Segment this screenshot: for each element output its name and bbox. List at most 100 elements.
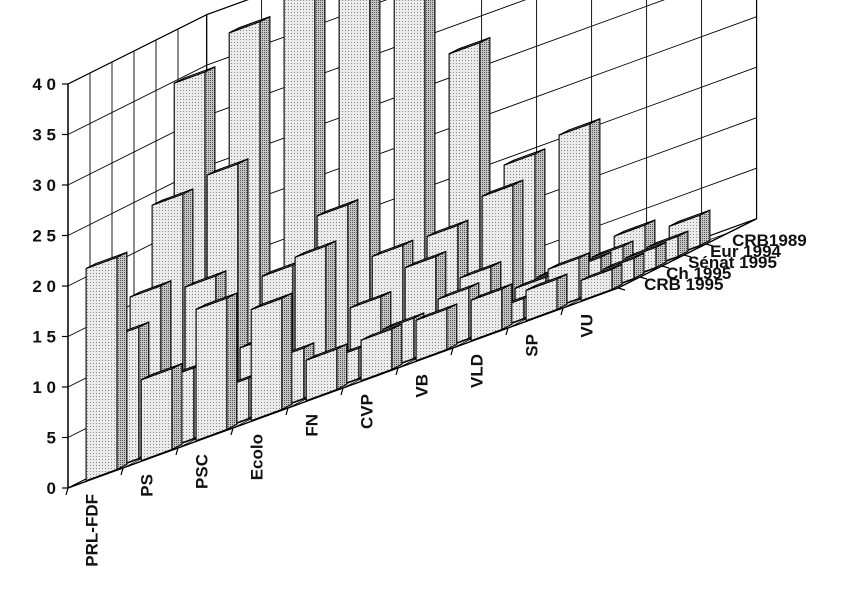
bar-top [624,241,667,259]
x-tick-label: FN [303,414,322,437]
bar-top [371,239,414,258]
bar-front [85,256,118,482]
y-tick-label: 0 [47,479,56,498]
bar-top [151,188,194,206]
x-tick-label: SP [523,334,542,357]
bar-top [382,312,425,330]
bar-top [129,280,172,298]
y-tick-label: 2 5 [32,227,56,246]
depth-tick [639,276,648,280]
axes [62,83,757,496]
x-tick-label: Ecolo [248,434,267,480]
x-tick-label: CVP [358,394,377,429]
bar-front [140,367,173,462]
x-tick [340,387,344,396]
bar [250,292,293,422]
bar-top [448,37,491,55]
series-label: Eur 1994 [710,242,781,261]
bar [195,292,238,442]
bar-front [250,297,283,422]
series-label: CRB 1995 [644,275,723,294]
depth-tick [617,287,626,291]
bar [668,209,711,258]
x-tick [285,407,289,416]
x-tick [175,447,179,456]
bar-side [281,292,293,411]
bar-top [294,240,337,258]
bar-top [580,263,623,281]
bar-side [501,283,513,331]
y-tick-label: 3 5 [32,126,56,145]
series-label: CRB1989 [732,231,807,250]
x-tick-label: PRL-FDF [83,494,102,567]
bar-top [459,261,502,279]
series-label: Sénat 1995 [688,253,777,272]
bar [85,251,128,482]
bar-top [437,282,480,300]
bar [525,273,568,322]
y-tick-label: 1 5 [32,328,56,347]
bar-top [184,270,227,288]
gridline-y [67,0,388,135]
bar-top [316,199,359,217]
x-tick [395,367,399,376]
depth-tick [661,265,670,269]
bar-top [668,209,711,227]
depth-tick [705,243,714,247]
bar-top [591,240,634,258]
bar-top [404,250,447,269]
bar [360,323,403,382]
bar [580,263,623,302]
bar-top [613,219,656,237]
bar-top [547,252,590,270]
x-tick-label: VB [413,374,432,398]
labels: 0 5 1 0 1 5 2 0 2 5 3 0 3 5 4 0 PRL-FDF PS PSC Ecolo… [32,75,806,567]
bar-side [171,362,183,451]
depth-axis-line [617,218,757,289]
bar-side [446,303,458,351]
bar-top [228,16,271,34]
bar-front [195,297,228,442]
series-label: Ch 1995 [666,264,731,283]
bar-top [426,219,469,238]
y-tick-label: 5 [47,429,56,448]
bar-top [173,66,216,84]
bar-side [226,292,238,431]
depth-tick [683,254,692,258]
bar-top [140,363,183,381]
y-tick-label: 3 0 [32,176,56,195]
bar-top [195,292,238,310]
x-tick [450,347,454,356]
x-tick [505,327,509,336]
bar-top [646,230,689,248]
x-tick [230,427,234,436]
bar-side [336,343,348,391]
bar-top [602,252,645,270]
bar [415,303,458,362]
bar-top [503,148,546,166]
bar [470,283,513,342]
bar-top [470,283,513,301]
bar-top [85,251,128,270]
y-tick-label: 1 0 [32,378,56,397]
x-tick [120,467,124,476]
y-tick-label: 2 0 [32,277,56,296]
bar-side [556,273,568,311]
x-tick-label: VU [578,314,597,338]
bar [305,343,348,402]
x-tick-label: PS [138,474,157,497]
bar-top [206,158,249,176]
bar-top [558,118,601,136]
y-tick-label: 4 0 [32,75,56,94]
bar-top [525,273,568,291]
bar-side [116,251,128,471]
bar-top [349,291,392,309]
bar-side [699,209,711,247]
bar-top [481,179,524,197]
x-tick-label: PSC [193,454,212,489]
bar-top [415,303,458,321]
bar-top [360,323,403,341]
bar-top [305,343,348,361]
